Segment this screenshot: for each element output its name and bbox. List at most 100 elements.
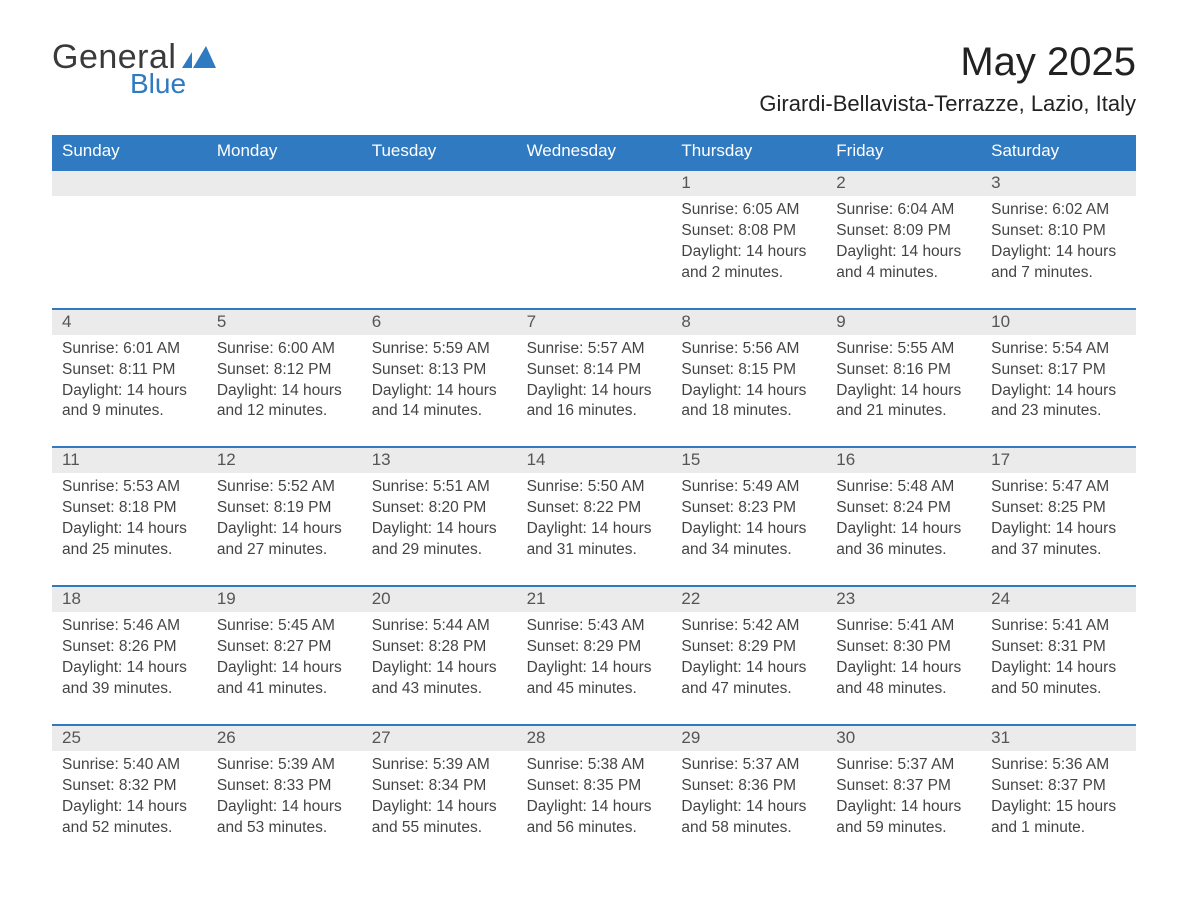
sunset-line: Sunset: 8:28 PM	[372, 637, 507, 658]
daylight-line: Daylight: 14 hours and 23 minutes.	[991, 381, 1126, 423]
daylight-line: Daylight: 14 hours and 29 minutes.	[372, 519, 507, 561]
daylight-line: Daylight: 14 hours and 25 minutes.	[62, 519, 197, 561]
sunset-line: Sunset: 8:19 PM	[217, 498, 352, 519]
day-number: 13	[362, 448, 517, 473]
sunrise-line: Sunrise: 5:53 AM	[62, 477, 197, 498]
sunset-line: Sunset: 8:37 PM	[836, 776, 971, 797]
weekday-header: Wednesday	[517, 135, 672, 169]
day-number: 20	[362, 587, 517, 612]
day-info-cell: Sunrise: 5:55 AMSunset: 8:16 PMDaylight:…	[826, 335, 981, 447]
sunrise-line: Sunrise: 5:37 AM	[836, 755, 971, 776]
title-block: May 2025 Girardi-Bellavista-Terrazze, La…	[759, 40, 1136, 117]
sunrise-line: Sunrise: 5:44 AM	[372, 616, 507, 637]
day-number: 15	[671, 448, 826, 473]
sunrise-line: Sunrise: 5:43 AM	[527, 616, 662, 637]
sunset-line: Sunset: 8:14 PM	[527, 360, 662, 381]
day-number: 26	[207, 726, 362, 751]
sunset-line: Sunset: 8:29 PM	[681, 637, 816, 658]
sunset-line: Sunset: 8:26 PM	[62, 637, 197, 658]
day-info-row: Sunrise: 6:05 AMSunset: 8:08 PMDaylight:…	[52, 196, 1136, 308]
sunset-line: Sunset: 8:27 PM	[217, 637, 352, 658]
sunrise-line: Sunrise: 5:48 AM	[836, 477, 971, 498]
day-info-cell: Sunrise: 5:37 AMSunset: 8:37 PMDaylight:…	[826, 751, 981, 863]
logo: General Blue	[52, 40, 216, 98]
weekday-header-row: Sunday Monday Tuesday Wednesday Thursday…	[52, 135, 1136, 169]
day-info-cell: Sunrise: 6:02 AMSunset: 8:10 PMDaylight:…	[981, 196, 1136, 308]
daylight-line: Daylight: 14 hours and 27 minutes.	[217, 519, 352, 561]
day-info-cell: Sunrise: 6:01 AMSunset: 8:11 PMDaylight:…	[52, 335, 207, 447]
sunrise-line: Sunrise: 5:41 AM	[991, 616, 1126, 637]
day-number: 7	[517, 310, 672, 335]
day-number	[517, 171, 672, 196]
daylight-line: Daylight: 14 hours and 41 minutes.	[217, 658, 352, 700]
day-info-cell: Sunrise: 5:54 AMSunset: 8:17 PMDaylight:…	[981, 335, 1136, 447]
daylight-line: Daylight: 14 hours and 18 minutes.	[681, 381, 816, 423]
day-info-cell: Sunrise: 5:59 AMSunset: 8:13 PMDaylight:…	[362, 335, 517, 447]
day-number: 17	[981, 448, 1136, 473]
sunset-line: Sunset: 8:25 PM	[991, 498, 1126, 519]
sunset-line: Sunset: 8:20 PM	[372, 498, 507, 519]
sunset-line: Sunset: 8:36 PM	[681, 776, 816, 797]
daylight-line: Daylight: 14 hours and 55 minutes.	[372, 797, 507, 839]
day-number: 3	[981, 171, 1136, 196]
day-number: 11	[52, 448, 207, 473]
day-number: 24	[981, 587, 1136, 612]
day-info-cell: Sunrise: 5:39 AMSunset: 8:33 PMDaylight:…	[207, 751, 362, 863]
sunrise-line: Sunrise: 5:45 AM	[217, 616, 352, 637]
day-info-cell: Sunrise: 5:39 AMSunset: 8:34 PMDaylight:…	[362, 751, 517, 863]
day-info-cell: Sunrise: 5:44 AMSunset: 8:28 PMDaylight:…	[362, 612, 517, 724]
page-title: May 2025	[759, 40, 1136, 85]
day-info-cell: Sunrise: 5:37 AMSunset: 8:36 PMDaylight:…	[671, 751, 826, 863]
day-number: 16	[826, 448, 981, 473]
sunset-line: Sunset: 8:22 PM	[527, 498, 662, 519]
logo-mark-icon	[182, 46, 216, 72]
day-info-cell: Sunrise: 5:36 AMSunset: 8:37 PMDaylight:…	[981, 751, 1136, 863]
sunrise-line: Sunrise: 5:57 AM	[527, 339, 662, 360]
day-number: 9	[826, 310, 981, 335]
day-number: 10	[981, 310, 1136, 335]
daylight-line: Daylight: 14 hours and 2 minutes.	[681, 242, 816, 284]
daylight-line: Daylight: 15 hours and 1 minute.	[991, 797, 1126, 839]
sunset-line: Sunset: 8:18 PM	[62, 498, 197, 519]
sunrise-line: Sunrise: 5:36 AM	[991, 755, 1126, 776]
daylight-line: Daylight: 14 hours and 56 minutes.	[527, 797, 662, 839]
weekday-header: Friday	[826, 135, 981, 169]
sunset-line: Sunset: 8:09 PM	[836, 221, 971, 242]
daylight-line: Daylight: 14 hours and 50 minutes.	[991, 658, 1126, 700]
daylight-line: Daylight: 14 hours and 53 minutes.	[217, 797, 352, 839]
sunset-line: Sunset: 8:12 PM	[217, 360, 352, 381]
day-number: 25	[52, 726, 207, 751]
sunset-line: Sunset: 8:31 PM	[991, 637, 1126, 658]
daylight-line: Daylight: 14 hours and 36 minutes.	[836, 519, 971, 561]
sunset-line: Sunset: 8:35 PM	[527, 776, 662, 797]
daylight-line: Daylight: 14 hours and 34 minutes.	[681, 519, 816, 561]
sunrise-line: Sunrise: 5:38 AM	[527, 755, 662, 776]
sunset-line: Sunset: 8:17 PM	[991, 360, 1126, 381]
sunset-line: Sunset: 8:32 PM	[62, 776, 197, 797]
daylight-line: Daylight: 14 hours and 14 minutes.	[372, 381, 507, 423]
sunset-line: Sunset: 8:33 PM	[217, 776, 352, 797]
sunrise-line: Sunrise: 5:42 AM	[681, 616, 816, 637]
day-number	[207, 171, 362, 196]
day-number: 18	[52, 587, 207, 612]
weekday-header: Thursday	[671, 135, 826, 169]
day-info-cell: Sunrise: 5:56 AMSunset: 8:15 PMDaylight:…	[671, 335, 826, 447]
sunrise-line: Sunrise: 5:56 AM	[681, 339, 816, 360]
sunset-line: Sunset: 8:37 PM	[991, 776, 1126, 797]
sunrise-line: Sunrise: 5:47 AM	[991, 477, 1126, 498]
day-info-cell: Sunrise: 6:05 AMSunset: 8:08 PMDaylight:…	[671, 196, 826, 308]
daylight-line: Daylight: 14 hours and 31 minutes.	[527, 519, 662, 561]
sunrise-line: Sunrise: 5:52 AM	[217, 477, 352, 498]
day-number: 6	[362, 310, 517, 335]
day-number: 31	[981, 726, 1136, 751]
sunrise-line: Sunrise: 5:54 AM	[991, 339, 1126, 360]
day-info-cell: Sunrise: 5:38 AMSunset: 8:35 PMDaylight:…	[517, 751, 672, 863]
sunrise-line: Sunrise: 5:51 AM	[372, 477, 507, 498]
weekday-header: Sunday	[52, 135, 207, 169]
day-info-cell: Sunrise: 6:04 AMSunset: 8:09 PMDaylight:…	[826, 196, 981, 308]
sunrise-line: Sunrise: 6:02 AM	[991, 200, 1126, 221]
day-info-cell: Sunrise: 5:46 AMSunset: 8:26 PMDaylight:…	[52, 612, 207, 724]
sunrise-line: Sunrise: 5:55 AM	[836, 339, 971, 360]
weekday-header: Monday	[207, 135, 362, 169]
day-info-cell: Sunrise: 5:50 AMSunset: 8:22 PMDaylight:…	[517, 473, 672, 585]
